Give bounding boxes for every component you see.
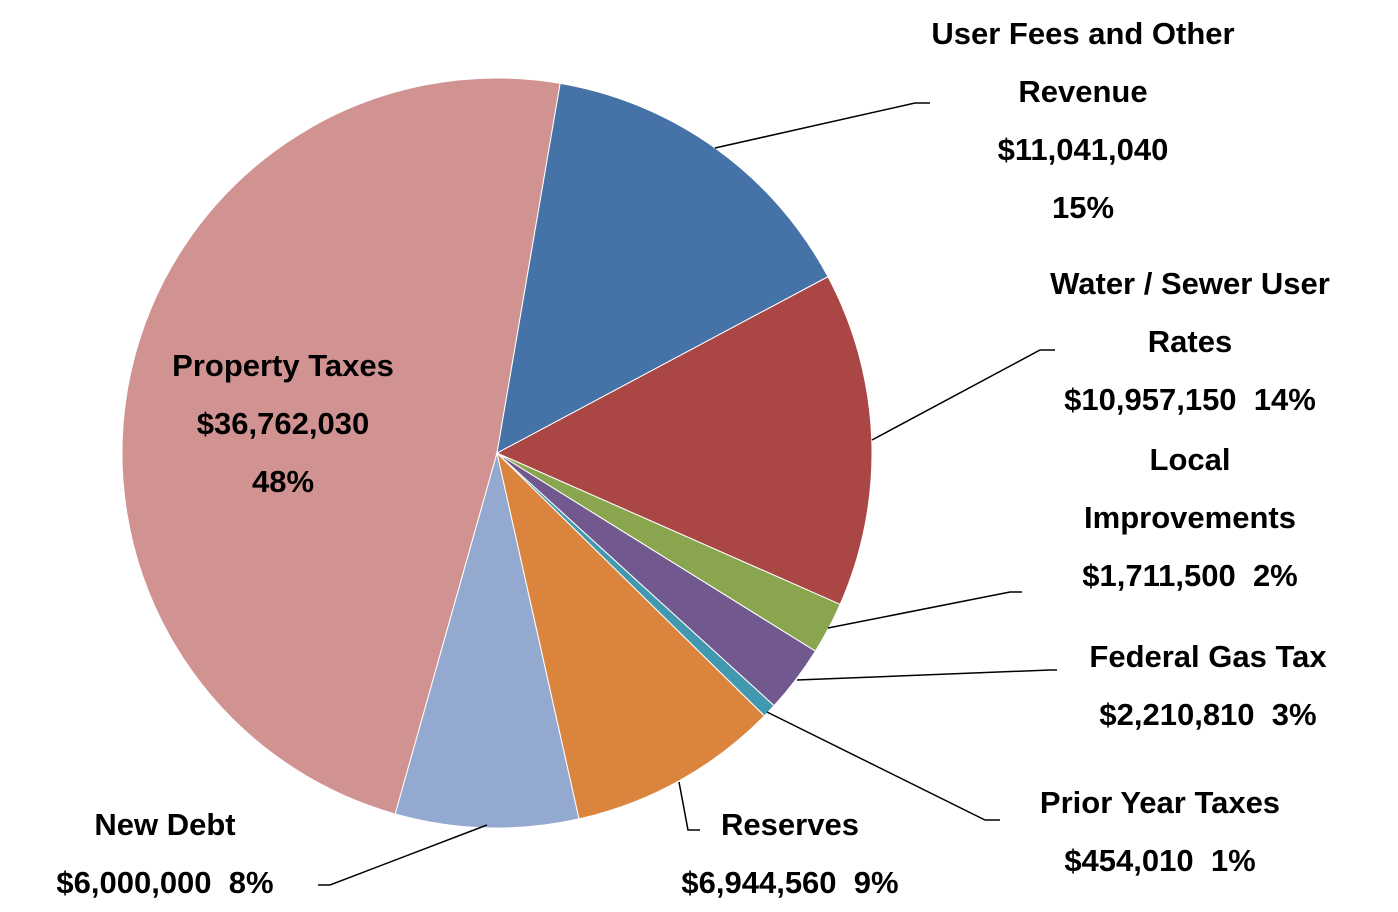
pie-slice xyxy=(496,451,766,820)
category-label: Property Taxes xyxy=(172,348,394,383)
percent-label: 3% xyxy=(1271,697,1317,732)
pie-slice xyxy=(394,452,580,829)
slice-label: Federal Gas Tax $2,210,810 3% xyxy=(1038,628,1378,744)
slice-label: Prior Year Taxes $454,010 1% xyxy=(990,774,1330,890)
value-label: $36,762,030 xyxy=(196,406,370,441)
leader-line xyxy=(827,591,1022,629)
slice-label: Local Improvements $1,711,500 2% xyxy=(1050,431,1330,605)
category-label: New Debt xyxy=(94,807,236,842)
slice-label: User Fees and Other Revenue $11,041,040 15… xyxy=(923,5,1243,237)
value-label: $6,944,560 xyxy=(681,865,837,900)
leader-line xyxy=(871,349,1055,441)
value-label: $454,010 xyxy=(1064,843,1194,878)
percent-label: 1% xyxy=(1210,843,1256,878)
pie-slice xyxy=(495,275,873,605)
slice-label: Reserves $6,944,560 9% xyxy=(620,796,960,912)
pie-slice xyxy=(121,77,561,815)
leader-line xyxy=(678,781,700,831)
leader-line xyxy=(318,824,488,886)
leader-line xyxy=(796,669,1057,681)
percent-label: 2% xyxy=(1252,558,1298,593)
percent-label: 9% xyxy=(853,865,899,900)
leader-line xyxy=(714,102,930,149)
category-label: Local Improvements xyxy=(1084,442,1296,535)
category-label: Reserves xyxy=(721,807,859,842)
value-label: $11,041,040 xyxy=(997,132,1169,167)
value-label: $1,711,500 xyxy=(1082,558,1236,593)
category-label: User Fees and Other Revenue xyxy=(931,16,1235,109)
category-label: Water / Sewer User Rates xyxy=(1050,266,1330,359)
percent-label: 48% xyxy=(251,464,315,499)
category-label: Federal Gas Tax xyxy=(1089,639,1327,674)
category-label: Prior Year Taxes xyxy=(1039,785,1281,820)
percent-label: 14% xyxy=(1253,382,1316,417)
value-label: $10,957,150 xyxy=(1064,382,1237,417)
value-label: $6,000,000 xyxy=(56,865,212,900)
leader-lines xyxy=(318,102,1057,886)
pie-slice xyxy=(496,82,829,454)
percent-label: 15% xyxy=(1051,190,1115,225)
value-label: $2,210,810 xyxy=(1099,697,1255,732)
leader-line xyxy=(766,711,1000,821)
slice-label: Property Taxes $36,762,030 48% xyxy=(123,337,443,511)
slice-label: Water / Sewer User Rates $10,957,150 14% xyxy=(1010,255,1370,429)
slice-label: New Debt $6,000,000 8% xyxy=(5,796,325,912)
percent-label: 8% xyxy=(228,865,274,900)
